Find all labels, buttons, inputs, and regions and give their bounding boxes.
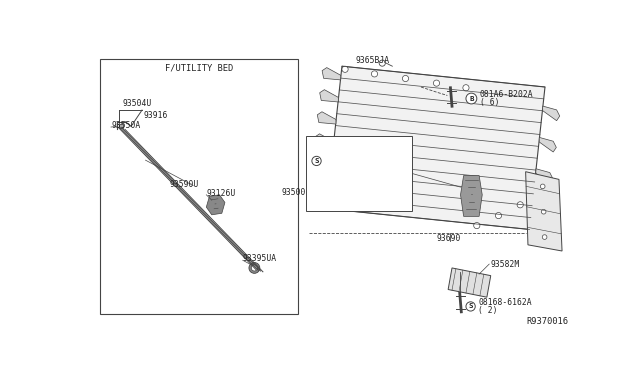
Polygon shape	[461, 176, 482, 217]
Circle shape	[474, 222, 480, 229]
Text: 93504U: 93504U	[123, 99, 152, 108]
Circle shape	[433, 80, 440, 86]
Polygon shape	[310, 178, 329, 190]
Circle shape	[249, 263, 260, 273]
Text: F/UTILITY BED: F/UTILITY BED	[165, 64, 233, 73]
Bar	[119, 124, 123, 128]
Text: 93821MAC(LH): 93821MAC(LH)	[310, 184, 368, 193]
Text: B: B	[469, 96, 474, 102]
Circle shape	[495, 212, 502, 219]
Polygon shape	[320, 90, 339, 102]
Circle shape	[542, 235, 547, 239]
Text: 93582M: 93582M	[491, 260, 520, 269]
Text: 93395UA: 93395UA	[243, 254, 277, 263]
Text: 08168-6161A: 08168-6161A	[323, 157, 377, 166]
Circle shape	[517, 202, 524, 208]
Text: 9382044: 9382044	[312, 143, 346, 153]
Circle shape	[463, 85, 469, 91]
Text: ( 6): ( 6)	[480, 98, 499, 107]
Polygon shape	[525, 172, 562, 251]
Text: 93550A: 93550A	[111, 121, 140, 130]
Text: 93821M (RH): 93821M (RH)	[310, 176, 363, 185]
Text: 93690: 93690	[436, 234, 461, 243]
Text: ( 2): ( 2)	[478, 306, 498, 315]
Polygon shape	[206, 195, 225, 215]
Polygon shape	[448, 268, 491, 297]
Polygon shape	[315, 134, 333, 146]
Polygon shape	[312, 156, 331, 168]
Text: 93126U: 93126U	[206, 189, 236, 198]
Text: 93916: 93916	[143, 111, 168, 120]
Polygon shape	[322, 68, 340, 80]
Polygon shape	[543, 106, 560, 121]
Circle shape	[466, 93, 477, 104]
Polygon shape	[326, 66, 545, 230]
Text: 08168-6162A: 08168-6162A	[478, 298, 532, 307]
Circle shape	[342, 66, 348, 73]
Text: S: S	[314, 158, 319, 164]
Bar	[306, 136, 412, 211]
Polygon shape	[540, 137, 556, 152]
Bar	[100, 59, 298, 314]
Text: R9370016: R9370016	[526, 317, 568, 326]
Circle shape	[466, 302, 476, 311]
Circle shape	[371, 71, 378, 77]
Text: 93500: 93500	[282, 188, 307, 197]
Text: 081A6-B202A: 081A6-B202A	[480, 90, 534, 99]
Circle shape	[541, 209, 546, 214]
Text: 93590U: 93590U	[170, 180, 199, 189]
Circle shape	[379, 60, 385, 66]
Polygon shape	[532, 200, 550, 215]
Circle shape	[252, 265, 257, 271]
Circle shape	[540, 184, 545, 189]
Text: 9365BJA: 9365BJA	[355, 55, 389, 64]
Circle shape	[403, 76, 408, 81]
Text: ( 6): ( 6)	[323, 164, 343, 173]
Polygon shape	[536, 169, 553, 183]
Circle shape	[312, 156, 321, 166]
Text: S: S	[468, 304, 473, 310]
Polygon shape	[317, 112, 336, 124]
